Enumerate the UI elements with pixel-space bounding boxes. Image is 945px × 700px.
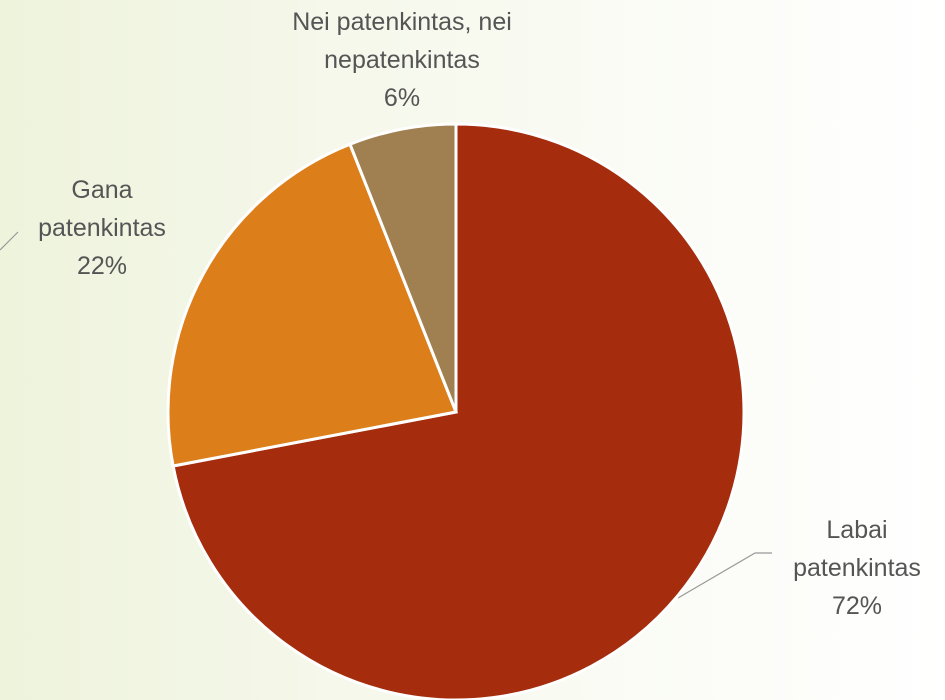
leader-line — [0, 231, 19, 251]
pie-slice — [171, 122, 746, 700]
leader-line — [677, 552, 772, 599]
value-label: 6% — [383, 84, 421, 112]
data-label: Gana patenkintas 22% — [17, 171, 187, 285]
category-label: Nei patenkintas, nei nepatenkintas — [292, 8, 512, 74]
value-label: 72% — [831, 592, 883, 620]
data-label: Labai patenkintas 72% — [772, 511, 942, 625]
category-label: Labai patenkintas — [793, 516, 921, 582]
category-label: Gana patenkintas — [38, 176, 166, 242]
pie-slice — [348, 122, 458, 413]
data-label: Nei patenkintas, nei nepatenkintas 6% — [277, 3, 527, 117]
value-label: 22% — [76, 252, 128, 280]
pie-slice — [166, 142, 459, 468]
